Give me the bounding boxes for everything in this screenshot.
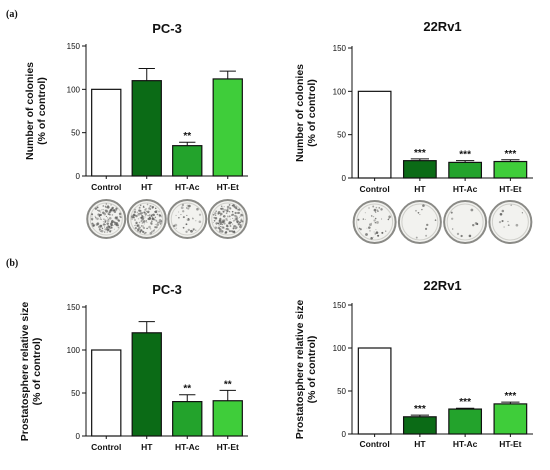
category-label: HT-Et	[499, 184, 521, 194]
bar-control	[91, 88, 122, 177]
bar-ht-et	[493, 403, 528, 435]
bar-ht-et	[212, 78, 243, 177]
y-tick-label: 50	[71, 389, 80, 398]
y-axis-label: Prostatosphere relative size(% of contro…	[19, 302, 43, 442]
colony-plate-image	[86, 199, 127, 239]
significance-marker: **	[224, 379, 232, 390]
category-label: HT	[141, 182, 153, 192]
y-tick-label: 50	[337, 387, 346, 396]
significance-marker: **	[183, 131, 191, 142]
category-label: HT-Et	[217, 182, 239, 192]
colony-plate-image	[207, 199, 248, 239]
category-label: HT	[141, 442, 153, 452]
y-axis-label: Prostatosphere relative size(% of contro…	[294, 300, 318, 440]
category-label: HT-Ac	[175, 182, 200, 192]
bar-ht-et	[493, 160, 528, 179]
y-tick-label: 100	[67, 346, 81, 355]
bar-control	[357, 90, 392, 179]
y-tick-label: 50	[71, 129, 80, 138]
bar-ht-ac	[448, 161, 483, 179]
category-label: HT-Et	[499, 439, 521, 449]
chart-1: PC-3 Number of colonies(% of control) 0 50 1…	[24, 21, 248, 239]
significance-marker: ***	[414, 148, 426, 159]
chart-2: 22Rv1 Number of colonies(% of control) 0 50…	[294, 19, 533, 244]
category-label: Control	[360, 439, 390, 449]
significance-marker: ***	[459, 150, 471, 161]
category-label: HT-Ac	[453, 439, 478, 449]
category-label: Control	[91, 182, 121, 192]
category-label: HT	[414, 184, 426, 194]
significance-marker: ***	[459, 397, 471, 408]
significance-marker: ***	[505, 391, 517, 402]
significance-marker: **	[183, 384, 191, 395]
y-tick-label: 150	[67, 42, 81, 51]
chart-title: 22Rv1	[423, 19, 461, 34]
y-tick-label: 0	[76, 432, 81, 441]
colony-plate-image	[488, 200, 533, 244]
chart-title: PC-3	[152, 282, 182, 297]
category-label: Control	[360, 184, 390, 194]
y-tick-label: 0	[342, 430, 347, 439]
y-tick-label: 100	[333, 344, 347, 353]
bar-ht-ac	[172, 401, 203, 437]
panel-label-b: (b)	[6, 258, 18, 269]
chart-title: 22Rv1	[423, 278, 461, 293]
colony-plate-image	[167, 199, 208, 239]
y-tick-label: 100	[333, 87, 347, 96]
bar-control	[357, 347, 392, 435]
bar-ht-et	[212, 400, 243, 437]
category-label: HT-Ac	[175, 442, 200, 452]
category-label: HT-Ac	[453, 184, 478, 194]
panel-label-a: (a)	[6, 9, 18, 20]
category-label: HT-Et	[217, 442, 239, 452]
y-tick-label: 150	[333, 301, 347, 310]
y-tick-label: 150	[67, 303, 81, 312]
chart-3: PC-3 Prostatosphere relative size(% of co…	[19, 282, 248, 452]
significance-marker: ***	[414, 404, 426, 415]
y-tick-label: 0	[342, 174, 347, 183]
colony-plate-image	[397, 200, 442, 244]
bar-ht-ac	[172, 145, 203, 177]
y-axis-label: Number of colonies(% of control)	[24, 62, 48, 160]
y-tick-label: 100	[67, 85, 81, 94]
y-tick-label: 150	[333, 44, 347, 53]
colony-plate-image	[443, 200, 488, 244]
bar-ht	[131, 80, 162, 177]
bar-ht	[402, 416, 437, 435]
category-label: Control	[91, 442, 121, 452]
y-axis-label: Number of colonies(% of control)	[294, 64, 318, 162]
chart-4: 22Rv1 Prostatosphere relative size(% of c…	[294, 278, 533, 449]
bar-ht	[402, 160, 437, 179]
colony-plate-image	[126, 199, 167, 239]
significance-marker: ***	[505, 149, 517, 160]
bar-ht-ac	[448, 408, 483, 435]
chart-title: PC-3	[152, 21, 182, 36]
y-tick-label: 0	[76, 172, 81, 181]
category-label: HT	[414, 439, 426, 449]
bar-control	[91, 349, 122, 437]
bar-ht	[131, 332, 162, 437]
y-tick-label: 50	[337, 131, 346, 140]
colony-plate-image	[352, 200, 397, 244]
